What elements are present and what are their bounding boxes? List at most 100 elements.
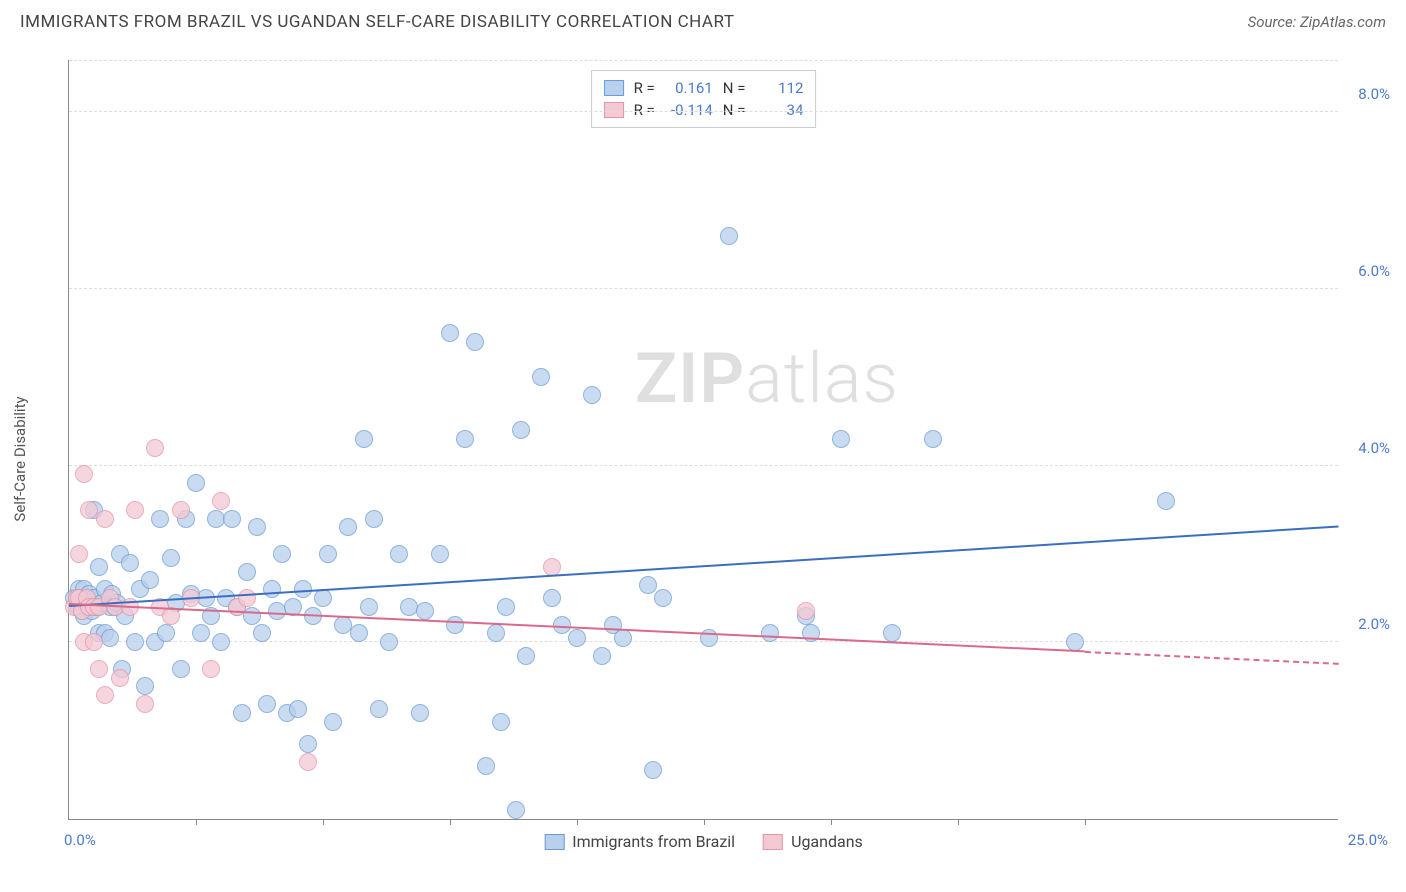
r-label: R = — [634, 101, 655, 119]
data-point — [172, 660, 190, 678]
data-point — [289, 700, 307, 718]
data-point — [507, 801, 525, 819]
y-tick-label: 2.0% — [1358, 615, 1390, 633]
swatch-series2 — [604, 102, 624, 118]
data-point — [233, 704, 251, 722]
data-point — [243, 607, 261, 625]
data-point — [568, 629, 586, 647]
data-point — [90, 660, 108, 678]
swatch-series1-bottom — [544, 834, 564, 850]
data-point — [339, 518, 357, 536]
data-point — [111, 669, 129, 687]
x-tick-mark — [196, 819, 197, 825]
data-point — [1066, 633, 1084, 651]
n-value-series2: 34 — [755, 101, 803, 119]
data-point — [253, 624, 271, 642]
data-point — [883, 624, 901, 642]
data-point — [187, 474, 205, 492]
x-start-label: 0.0% — [64, 831, 96, 849]
swatch-series2-bottom — [763, 834, 783, 850]
x-tick-mark — [958, 819, 959, 825]
data-point — [299, 753, 317, 771]
bottom-legend: Immigrants from Brazil Ugandans — [544, 832, 863, 851]
data-point — [543, 589, 561, 607]
y-tick-label: 6.0% — [1358, 262, 1390, 280]
data-point — [126, 501, 144, 519]
x-tick-mark — [323, 819, 324, 825]
swatch-series1 — [604, 80, 624, 96]
data-point — [639, 576, 657, 594]
data-point — [162, 549, 180, 567]
x-end-label: 25.0% — [1348, 831, 1388, 849]
data-point — [390, 545, 408, 563]
data-point — [456, 430, 474, 448]
data-point — [517, 647, 535, 665]
data-point — [654, 589, 672, 607]
data-point — [192, 624, 210, 642]
data-point — [151, 510, 169, 528]
data-point — [532, 368, 550, 386]
chart-title: IMMIGRANTS FROM BRAZIL VS UGANDAN SELF-C… — [20, 12, 734, 32]
data-point — [248, 518, 266, 536]
data-point — [126, 633, 144, 651]
data-point — [441, 324, 459, 342]
chart-header: IMMIGRANTS FROM BRAZIL VS UGANDAN SELF-C… — [0, 0, 1406, 40]
data-point — [90, 558, 108, 576]
trend-line — [1085, 651, 1339, 665]
data-point — [512, 421, 530, 439]
legend-item-series2: Ugandans — [763, 832, 863, 851]
legend-label-series1: Immigrants from Brazil — [572, 832, 735, 851]
n-label: N = — [723, 101, 746, 119]
data-point — [700, 629, 718, 647]
y-tick-label: 4.0% — [1358, 439, 1390, 457]
chart-container: Self-Care Disability ZIPatlas R = 0.161 … — [50, 50, 1390, 850]
data-point — [593, 647, 611, 665]
data-point — [380, 633, 398, 651]
data-point — [141, 571, 159, 589]
data-point — [75, 465, 93, 483]
data-point — [238, 589, 256, 607]
x-tick-mark — [577, 819, 578, 825]
data-point — [832, 430, 850, 448]
data-point — [202, 660, 220, 678]
data-point — [212, 633, 230, 651]
chart-source: Source: ZipAtlas.com — [1248, 13, 1386, 31]
x-tick-mark — [1085, 819, 1086, 825]
data-point — [365, 510, 383, 528]
watermark: ZIPatlas — [635, 338, 899, 420]
data-point — [96, 510, 114, 528]
r-value-series2: -0.114 — [665, 101, 713, 119]
data-point — [797, 602, 815, 620]
data-point — [85, 633, 103, 651]
data-point — [136, 695, 154, 713]
gridline-h — [69, 288, 1338, 289]
gridline-h — [69, 60, 1338, 61]
r-value-series1: 0.161 — [665, 79, 713, 97]
data-point — [319, 545, 337, 563]
data-point — [172, 501, 190, 519]
data-point — [466, 333, 484, 351]
data-point — [273, 545, 291, 563]
legend-item-series1: Immigrants from Brazil — [544, 832, 735, 851]
legend-label-series2: Ugandans — [791, 832, 863, 851]
stats-row-series1: R = 0.161 N = 112 — [604, 77, 804, 99]
y-axis-label: Self-Care Disability — [11, 396, 29, 521]
data-point — [136, 677, 154, 695]
plot-area: ZIPatlas R = 0.161 N = 112 R = -0.114 N … — [68, 60, 1338, 820]
data-point — [157, 624, 175, 642]
data-point — [370, 700, 388, 718]
data-point — [497, 598, 515, 616]
data-point — [761, 624, 779, 642]
data-point — [355, 430, 373, 448]
stats-row-series2: R = -0.114 N = 34 — [604, 99, 804, 121]
data-point — [299, 735, 317, 753]
data-point — [720, 227, 738, 245]
data-point — [238, 563, 256, 581]
trend-line — [69, 525, 1339, 607]
data-point — [314, 589, 332, 607]
data-point — [924, 430, 942, 448]
x-tick-mark — [831, 819, 832, 825]
y-tick-label: 8.0% — [1358, 85, 1390, 103]
gridline-h — [69, 111, 1338, 112]
data-point — [101, 629, 119, 647]
